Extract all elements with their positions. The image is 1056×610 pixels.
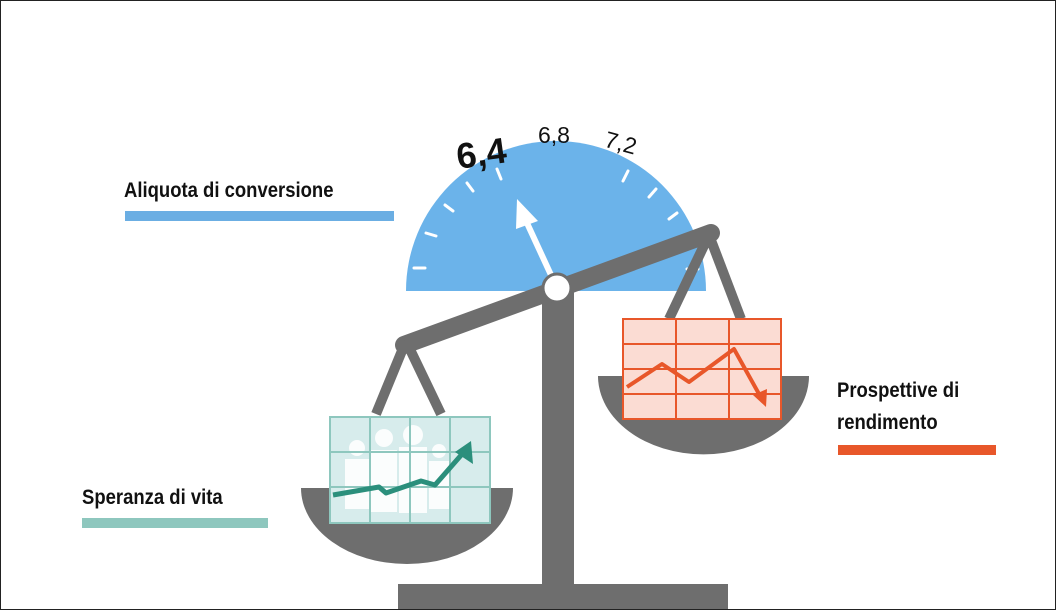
label-prospettive-di: Prospettive di [837, 379, 960, 402]
trend-down-arrow-icon [625, 347, 767, 407]
label-speranza-di-vita: Speranza di vita [82, 486, 223, 509]
gauge-icon [406, 141, 706, 291]
gauge-tick-label-6-8: 6,8 [538, 122, 570, 148]
scale-post [542, 287, 574, 609]
people-family-icon [329, 416, 491, 524]
trend-up-arrow-icon [332, 441, 473, 498]
scale-base [398, 584, 728, 609]
scale-pivot [541, 272, 573, 304]
label-rendimento: rendimento [837, 411, 938, 434]
label-aliquota-di-conversione: Aliquota di conversione [124, 179, 334, 202]
bar-speranza [82, 518, 268, 528]
gauge-tick-label-6-4: 6,4 [454, 129, 509, 177]
bar-prospettive [838, 445, 996, 455]
bar-aliquota [125, 211, 394, 221]
returns-chart-grid [622, 318, 782, 420]
